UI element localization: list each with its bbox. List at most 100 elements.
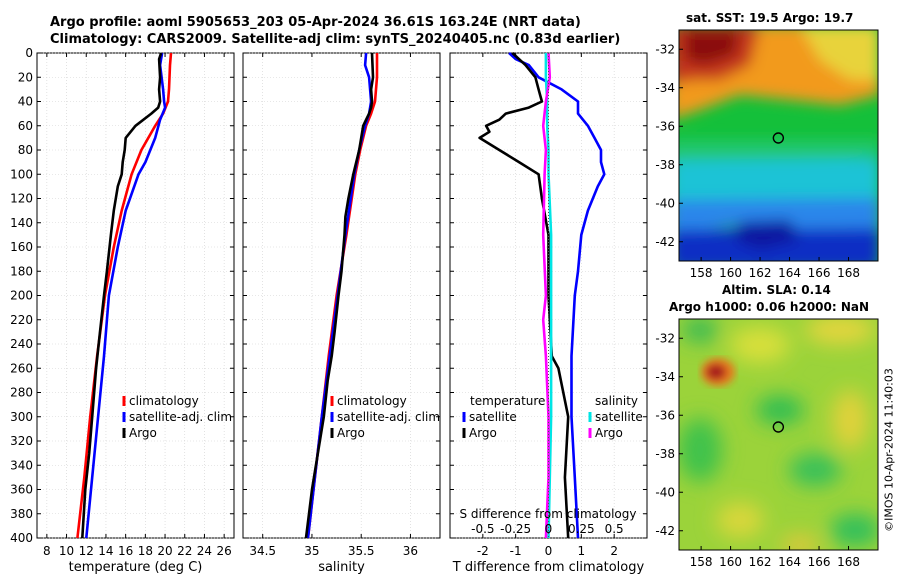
figure-title-line-1: Argo profile: aoml 5905653_203 05-Apr-20… <box>50 15 581 30</box>
y-tick-label: 220 <box>10 313 33 327</box>
x-axis-label: T difference from climatology <box>452 560 645 575</box>
temp-legend-item-label: satellite-adj. clim <box>129 410 232 424</box>
series-line-temperature-climatology <box>76 52 173 539</box>
x-tick-label: 35.5 <box>348 544 375 558</box>
x-tick-label: 35 <box>304 544 319 558</box>
map-x-tick-label: 168 <box>837 555 860 569</box>
map-frame-sla_map <box>678 318 879 551</box>
sla-map-title: Altim. SLA: 0.14 <box>722 283 831 297</box>
y-tick-label: 280 <box>10 386 33 400</box>
series-line-difference-t-satellite <box>508 52 606 539</box>
diff-legend-temperature-heading: temperature <box>470 394 545 408</box>
x-tick-label: 10 <box>59 544 74 558</box>
y-tick-label: 140 <box>10 216 33 230</box>
temp-legend-item-label: climatology <box>129 394 199 408</box>
y-tick-label: 340 <box>10 458 33 472</box>
map-y-tick-label: -36 <box>655 119 675 133</box>
series-line-difference-t-argo <box>478 52 570 539</box>
map-y-tick-label: -42 <box>655 235 675 249</box>
x-tick-label: -1 <box>510 544 522 558</box>
sal-legend-item-label: climatology <box>337 394 407 408</box>
y-tick-label: 200 <box>10 289 33 303</box>
y-tick-label: 260 <box>10 361 33 375</box>
y-tick-label: 60 <box>18 119 33 133</box>
map-y-tick-label: -32 <box>655 331 675 345</box>
argo-position-marker <box>772 421 785 433</box>
map-y-tick-label: -38 <box>655 158 675 172</box>
map-x-tick-label: 158 <box>690 555 713 569</box>
sst-map-title: sat. SST: 19.5 Argo: 19.7 <box>686 11 854 25</box>
map-y-tick-label: -34 <box>655 370 675 384</box>
y-tick-label: 400 <box>10 531 33 545</box>
map-y-tick-label: -40 <box>655 485 675 499</box>
sla-map-subtitle: Argo h1000: 0.06 h2000: NaN <box>669 300 870 314</box>
x-tick-label: 1 <box>578 544 586 558</box>
x-axis-label: salinity <box>318 560 365 575</box>
diff-legend-s-satellite-label: satellite <box>595 410 643 424</box>
y-tick-label: 240 <box>10 337 33 351</box>
y-tick-label: 40 <box>18 95 33 109</box>
salinity-diff-tick-label: 0 <box>545 522 553 536</box>
x-tick-label: -2 <box>477 544 489 558</box>
diff-legend-t-argo-label: Argo <box>469 426 497 440</box>
y-tick-label: 380 <box>10 507 33 521</box>
salinity-diff-tick-label: 0.25 <box>568 522 595 536</box>
sal-legend-item-label: Argo <box>337 426 365 440</box>
salinity-diff-tick-label: -0.5 <box>471 522 494 536</box>
map-x-tick-label: 164 <box>778 555 801 569</box>
x-tick-label: 16 <box>118 544 133 558</box>
x-tick-label: 24 <box>197 544 212 558</box>
y-tick-label: 20 <box>18 70 33 84</box>
x-tick-label: 8 <box>43 544 51 558</box>
series-line-temperature-satellite-adj-clim <box>85 52 167 539</box>
map-x-tick-label: 168 <box>837 266 860 280</box>
x-tick-label: 2 <box>610 544 618 558</box>
diff-legend-t-satellite-label: satellite <box>469 410 517 424</box>
map-x-tick-label: 162 <box>749 555 772 569</box>
map-x-tick-label: 164 <box>778 266 801 280</box>
series-line-salinity-argo <box>304 52 375 539</box>
diff-legend-salinity-heading: salinity <box>595 394 638 408</box>
map-y-tick-label: -38 <box>655 447 675 461</box>
map-y-tick-label: -34 <box>655 81 675 95</box>
map-y-tick-label: -40 <box>655 196 675 210</box>
sal-legend-item-label: satellite-adj. clim <box>337 410 440 424</box>
map-x-tick-label: 158 <box>690 266 713 280</box>
x-tick-label: 34.5 <box>249 544 276 558</box>
x-tick-label: 12 <box>79 544 94 558</box>
x-tick-label: 0 <box>545 544 553 558</box>
salinity-diff-tick-label: 0.5 <box>605 522 624 536</box>
sla-map <box>679 319 878 550</box>
y-tick-label: 120 <box>10 192 33 206</box>
series-line-temperature-argo <box>81 52 163 539</box>
x-tick-label: 14 <box>98 544 113 558</box>
map-x-tick-label: 160 <box>719 266 742 280</box>
x-axis-label: temperature (deg C) <box>69 560 203 575</box>
map-x-tick-label: 162 <box>749 266 772 280</box>
y-tick-label: 300 <box>10 410 33 424</box>
x-tick-label: 18 <box>138 544 153 558</box>
temp-legend-item-label: Argo <box>129 426 157 440</box>
x-tick-label: 20 <box>157 544 172 558</box>
map-y-tick-label: -36 <box>655 408 675 422</box>
map-y-tick-label: -32 <box>655 42 675 56</box>
salinity-diff-tick-label: -0.25 <box>500 522 531 536</box>
diff-legend-s-argo-label: Argo <box>595 426 623 440</box>
y-tick-label: 80 <box>18 143 33 157</box>
map-x-tick-label: 166 <box>808 555 831 569</box>
map-y-tick-label: -42 <box>655 524 675 538</box>
argo-position-marker <box>772 132 785 144</box>
figure-title-line-2: Climatology: CARS2009. Satellite-adj cli… <box>50 32 621 47</box>
map-x-tick-label: 160 <box>719 555 742 569</box>
map-frame-sst_map <box>678 29 879 262</box>
map-x-tick-label: 166 <box>808 266 831 280</box>
y-tick-label: 360 <box>10 483 33 497</box>
x-tick-label: 22 <box>177 544 192 558</box>
y-tick-label: 0 <box>25 46 33 60</box>
y-tick-label: 180 <box>10 264 33 278</box>
x-tick-label: 36 <box>403 544 418 558</box>
y-tick-label: 320 <box>10 434 33 448</box>
y-tick-label: 160 <box>10 240 33 254</box>
x-tick-label: 26 <box>217 544 232 558</box>
